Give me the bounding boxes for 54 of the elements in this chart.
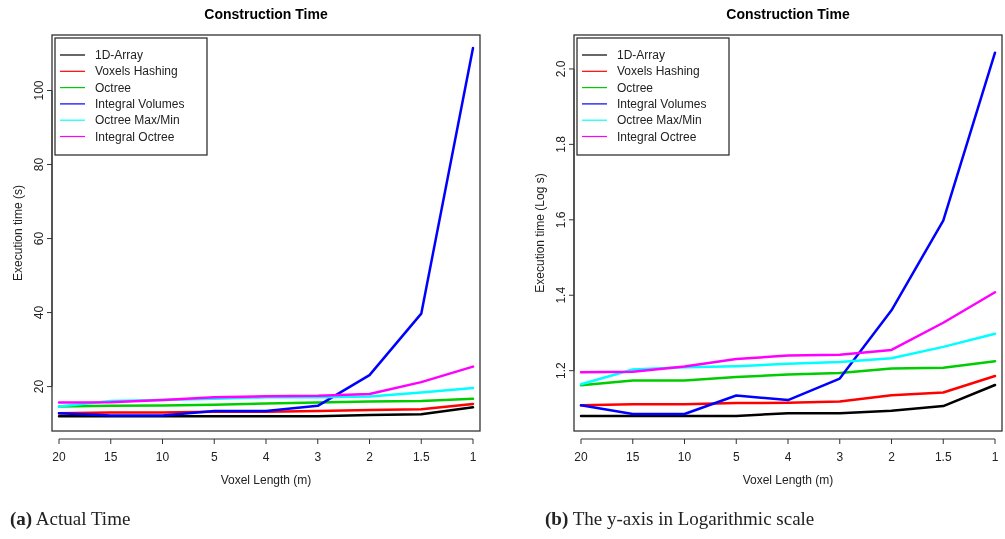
x-tick-label: 1.5 — [934, 450, 952, 464]
y-tick-label: 1.8 — [554, 135, 568, 153]
text: (b) The y-axis in Logarithmic scale — [545, 508, 815, 530]
line-series — [57, 46, 475, 417]
legend-label: 1D-Array — [617, 48, 666, 62]
legend-label: Integral Octree — [95, 129, 175, 144]
x-tick-label: 4 — [784, 450, 792, 464]
line-series — [57, 365, 475, 404]
x-tick-label: 2 — [366, 450, 374, 464]
line-series — [579, 290, 997, 374]
y-tick-label: 40 — [32, 305, 46, 320]
chart-title: Construction Time — [204, 6, 328, 22]
legend-label: Integral Volumes — [617, 96, 707, 111]
legend-label: 1D-Array — [95, 48, 144, 62]
chart-title: Construction Time — [726, 6, 850, 22]
line-series — [579, 359, 997, 387]
x-tick-label: 1 — [991, 450, 999, 464]
legend-label: Voxels Hashing — [617, 64, 700, 79]
x-tick-label: 10 — [155, 450, 170, 464]
legend-label: Voxels Hashing — [95, 64, 178, 79]
y-tick-label: 20 — [32, 379, 46, 394]
x-axis-title: Voxel Length (m) — [742, 473, 834, 487]
x-tick-label: 1 — [469, 450, 477, 464]
y-tick-label: 60 — [32, 231, 46, 246]
line-series — [579, 51, 997, 416]
x-tick-label: 5 — [210, 450, 218, 464]
x-tick-label: 10 — [677, 450, 692, 464]
y-tick-label: 80 — [32, 157, 46, 172]
x-tick-label: 1.5 — [412, 450, 430, 464]
x-tick-label: 4 — [262, 450, 270, 464]
x-tick-label: 15 — [104, 450, 118, 464]
x-axis-title: Voxel Length (m) — [220, 473, 312, 487]
y-tick-label: 1.4 — [554, 286, 568, 304]
legend-label: Octree Max/Min — [617, 113, 702, 128]
y-tick-label: 2.0 — [554, 60, 568, 78]
text: (a) Actual Time — [10, 508, 131, 530]
y-tick-label: 100 — [32, 80, 46, 101]
legend-label: Octree — [617, 80, 654, 95]
y-axis-title: Execution time (s) — [11, 184, 25, 282]
y-axis-title: Execution time (Log s) — [533, 173, 547, 293]
legend-label: Octree — [95, 80, 132, 95]
x-tick-label: 5 — [732, 450, 740, 464]
legend-label: Octree Max/Min — [95, 113, 180, 128]
line-series — [579, 383, 997, 418]
x-tick-label: 20 — [52, 450, 66, 464]
x-tick-label: 15 — [626, 450, 640, 464]
y-tick-label: 1.6 — [554, 211, 568, 229]
x-tick-label: 3 — [314, 450, 322, 464]
legend-label: Integral Octree — [617, 129, 697, 144]
legend-label: Integral Volumes — [95, 96, 185, 111]
x-tick-label: 2 — [888, 450, 896, 464]
y-tick-label: 1.2 — [554, 361, 568, 379]
x-tick-label: 20 — [574, 450, 588, 464]
x-tick-label: 3 — [836, 450, 844, 464]
